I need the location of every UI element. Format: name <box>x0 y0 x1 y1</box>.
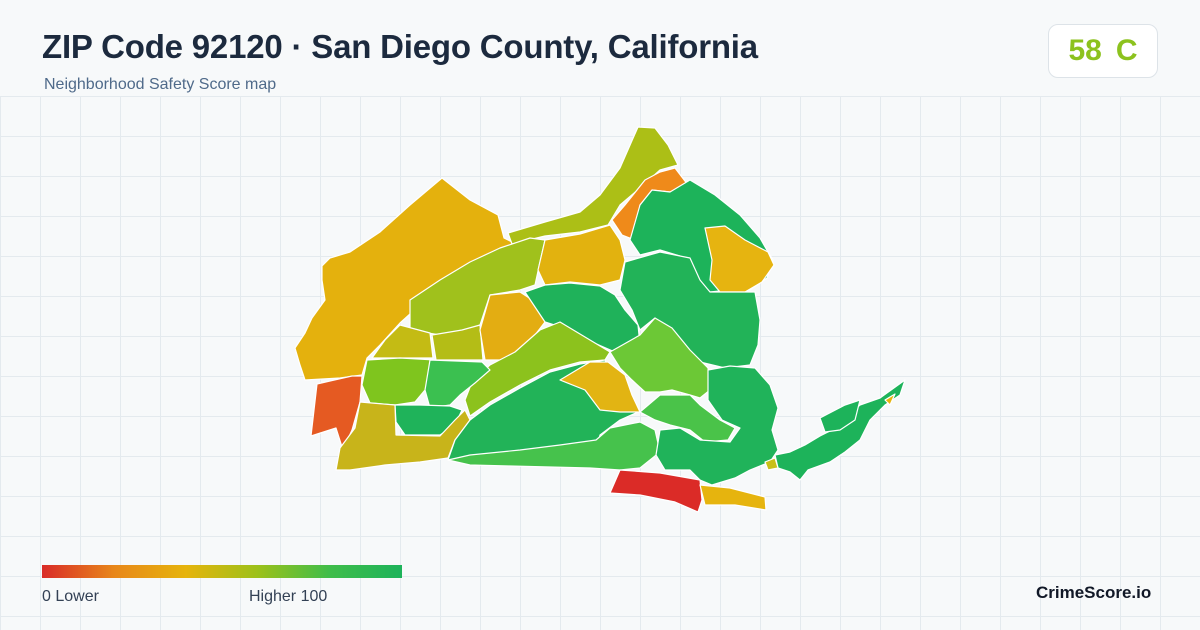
map-area <box>699 484 767 511</box>
map-area <box>537 224 626 286</box>
map-area <box>619 251 761 369</box>
map-area <box>884 393 896 406</box>
map-area <box>704 225 775 293</box>
safety-score-value: 58 <box>1068 34 1102 67</box>
map-area <box>447 421 661 471</box>
page-subtitle: Neighborhood Safety Score map <box>44 76 277 93</box>
map-area <box>361 357 437 406</box>
header: ZIP Code 92120 · San Diego County, Calif… <box>0 0 1200 96</box>
map-area <box>609 469 703 513</box>
legend-max-label: Higher 100 <box>249 588 328 605</box>
map-area <box>310 375 363 451</box>
map-area <box>464 321 611 417</box>
map-area <box>639 394 736 443</box>
color-scale-legend <box>42 565 402 578</box>
map-area <box>819 399 861 433</box>
map-area <box>609 317 711 399</box>
legend-min-label: 0 Lower <box>42 588 99 605</box>
safety-grade: C <box>1115 34 1138 67</box>
map-area <box>559 361 641 413</box>
safety-score-badge: 58 C <box>1048 24 1158 78</box>
map-area <box>764 457 779 471</box>
map-area <box>507 126 679 245</box>
map-area <box>424 359 491 409</box>
page-title: ZIP Code 92120 · San Diego County, Calif… <box>42 28 758 65</box>
brand-logo-text: CrimeScore.io <box>1036 583 1152 602</box>
